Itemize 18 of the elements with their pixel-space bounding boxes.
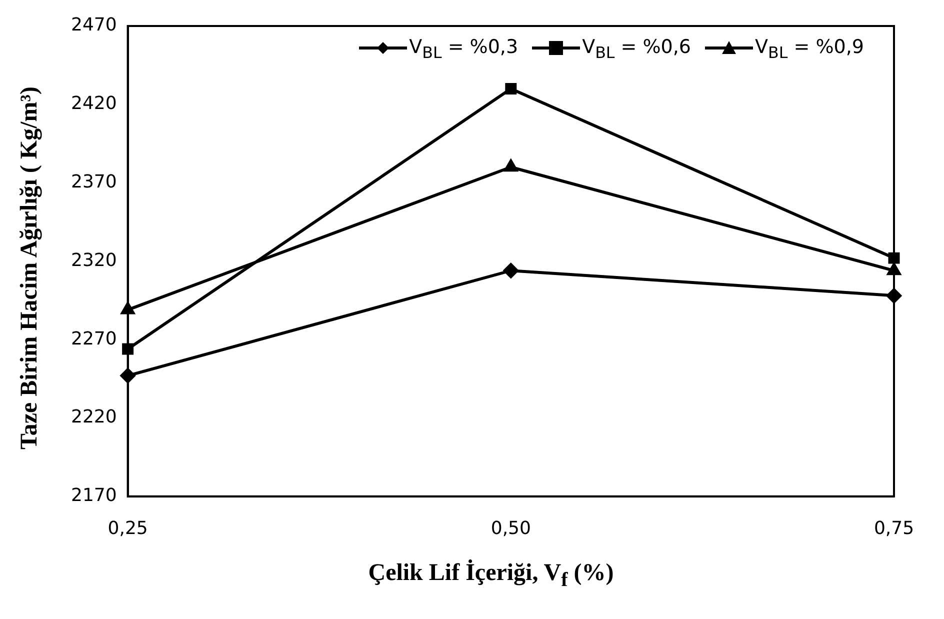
x-tick-label: 0,50 <box>490 518 531 539</box>
y-tick-label: 2320 <box>70 250 117 271</box>
y-tick-label: 2470 <box>70 14 117 36</box>
y-axis-title: Taze Birim Hacim Ağırlığı ( Kg/m³) <box>16 86 44 450</box>
point <box>505 82 517 94</box>
x-axis-title: Çelik Lif İçeriği, V$_{f}$ (%) <box>367 560 615 592</box>
legend-label: V$_{BL}$ = %0,3 <box>409 36 518 62</box>
y-tick-label: 2370 <box>70 171 117 192</box>
legend-label: V$_{BL}$ = %0,9 <box>755 36 864 62</box>
y-tick-label: 2220 <box>70 406 117 428</box>
point <box>504 160 518 172</box>
legend-label: V$_{BL}$ = %0,6 <box>582 36 692 62</box>
y-tick-label: 2170 <box>70 485 117 506</box>
y-tick-label: 2270 <box>70 328 117 350</box>
x-tick-label: 0,75 <box>874 518 914 539</box>
y-tick-label: 2420 <box>70 93 117 114</box>
x-tick-label: 0,25 <box>108 518 148 539</box>
point <box>503 263 518 278</box>
